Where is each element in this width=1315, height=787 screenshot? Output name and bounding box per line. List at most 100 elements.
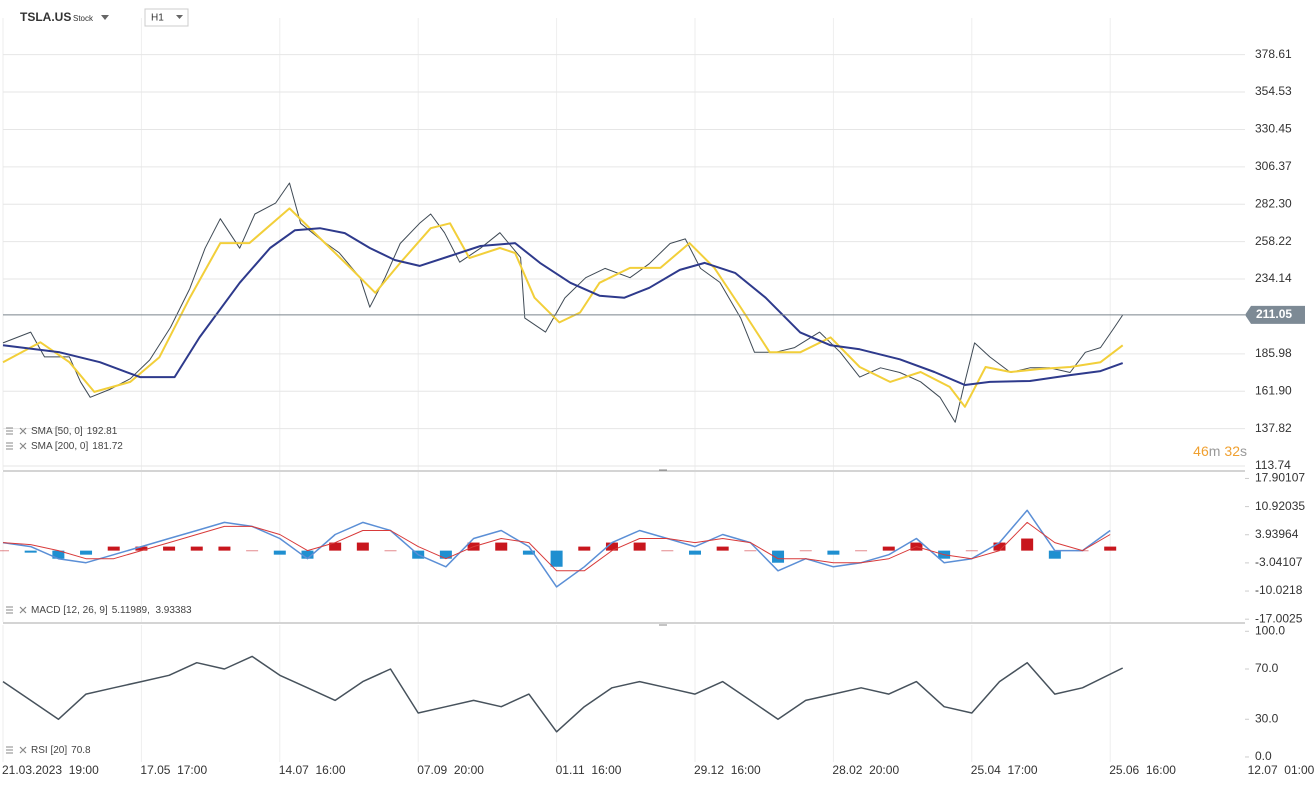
timer-part: 32 xyxy=(1224,443,1240,459)
histogram-bar xyxy=(80,550,93,555)
y-tick-label: 282.30 xyxy=(1255,196,1292,210)
legend-remove-icon xyxy=(19,746,27,754)
histogram-bar xyxy=(163,546,176,551)
histogram-bar xyxy=(965,550,978,552)
candle-timer: 46m 32s xyxy=(1193,443,1247,459)
y-tick-label: 17.90107 xyxy=(1255,471,1305,485)
interval[interactable]: H1 xyxy=(151,13,164,24)
histogram-bar xyxy=(329,542,342,551)
pane: 100.0 70.0 30.0 0.0 RSI [20] 70.8 xyxy=(2,623,1285,763)
legend-entry: MACD [12, 26, 9] 5.11989, 3.93383 xyxy=(31,605,192,616)
histogram-bar xyxy=(772,550,785,563)
y-tick-label: -17.0025 xyxy=(1255,611,1303,625)
histogram-bar xyxy=(882,546,895,551)
histogram-bar xyxy=(107,546,120,551)
x-tick-label: 29.12 16:00 xyxy=(694,763,761,777)
histogram-bar xyxy=(689,550,701,555)
price-badge-label: 211.05 xyxy=(1256,307,1292,321)
histogram-bar xyxy=(52,550,65,559)
histogram-bar xyxy=(827,550,840,555)
series-line xyxy=(2,207,1124,408)
price-badge xyxy=(1245,305,1305,324)
histogram-bar xyxy=(301,550,314,559)
histogram-bar xyxy=(993,542,1006,551)
legend-menu-icon xyxy=(6,442,13,450)
series-line xyxy=(2,227,1124,386)
legend-remove-icon xyxy=(19,606,27,614)
y-tick-label: 161.90 xyxy=(1255,383,1292,397)
y-tick-label: 10.92035 xyxy=(1255,499,1305,513)
legend-remove-icon xyxy=(19,427,27,435)
legend-entry: RSI [20] 70.8 xyxy=(31,745,91,756)
legend-name: MACD [12, 26, 9] xyxy=(31,605,108,616)
histogram-bar xyxy=(1021,538,1034,551)
series-line xyxy=(2,182,1124,423)
histogram-bar xyxy=(716,546,729,551)
histogram-bar xyxy=(439,550,452,559)
legend-menu-icon xyxy=(6,746,13,754)
interval-dropdown[interactable] xyxy=(176,15,183,19)
histogram-bar xyxy=(1104,546,1117,551)
instrument-kind: Stock xyxy=(73,14,94,23)
y-tick-label: 354.53 xyxy=(1255,84,1292,98)
symbol-dropdown[interactable] xyxy=(101,15,109,20)
y-tick-label: 234.14 xyxy=(1255,271,1292,285)
legend-menu-icon xyxy=(6,427,13,435)
histogram-bar xyxy=(190,546,203,551)
histogram-bar xyxy=(605,542,618,551)
histogram-bar xyxy=(855,550,868,552)
legend-remove-icon xyxy=(19,442,27,450)
legend-entry: SMA [200, 0] 181.72 xyxy=(31,441,123,452)
x-tick-label: 12.07 01:00 xyxy=(1248,763,1315,777)
x-tick-label: 07.09 20:00 xyxy=(417,763,484,777)
legend-name: SMA [50, 0] xyxy=(31,426,83,437)
histogram-bar xyxy=(356,542,369,551)
legend-menu-icon xyxy=(6,606,13,614)
histogram-bar xyxy=(550,550,563,567)
y-tick-label: 3.93964 xyxy=(1255,527,1299,541)
histogram-bar xyxy=(1048,550,1061,559)
legend-value: 70.8 xyxy=(71,745,91,756)
pane: 17.90107 10.92035 3.93964 -3.04107 -10.0218 -… xyxy=(0,471,1305,625)
histogram-bar xyxy=(522,550,535,555)
histogram-bar xyxy=(218,546,231,551)
x-tick-label: 14.07 16:00 xyxy=(279,763,346,777)
legend-entry: SMA [50, 0] 192.81 xyxy=(31,426,118,437)
legend-name: RSI [20] xyxy=(31,745,67,756)
legend-value: 5.11989, 3.93383 xyxy=(112,605,192,616)
histogram-bar xyxy=(744,550,757,552)
y-tick-label: 378.61 xyxy=(1255,47,1292,61)
histogram-bar xyxy=(495,542,508,551)
histogram-bar xyxy=(578,546,591,551)
timer-part: s xyxy=(1240,443,1247,459)
y-tick-label: 185.98 xyxy=(1255,346,1292,360)
x-tick-label: 21.03.2023 19:00 xyxy=(2,763,99,777)
y-tick-label: 0.0 xyxy=(1255,749,1272,763)
timer-part: 46 xyxy=(1193,443,1209,459)
timer-part: m xyxy=(1209,443,1221,459)
histogram-bar xyxy=(633,542,646,551)
symbol[interactable]: TSLA.US xyxy=(20,10,71,24)
x-tick-label: 01.11 16:00 xyxy=(556,763,622,777)
histogram-bar xyxy=(24,550,37,553)
y-tick-label: 30.0 xyxy=(1255,711,1279,725)
y-tick-label: 70.0 xyxy=(1255,661,1279,675)
interval-box[interactable] xyxy=(144,8,189,27)
histogram-bar xyxy=(0,550,9,552)
series-line xyxy=(2,655,1124,733)
y-tick-label: 306.37 xyxy=(1255,159,1292,173)
histogram-bar xyxy=(799,550,812,552)
x-tick-label: 17.05 17:00 xyxy=(140,763,207,777)
pane: 378.61 354.53 330.45 306.37 282.30 258.22 234.… xyxy=(2,18,1305,472)
legend-value: 181.72 xyxy=(92,441,123,452)
histogram-bar xyxy=(135,546,148,551)
legend-name: SMA [200, 0] xyxy=(31,441,88,452)
y-tick-label: 100.0 xyxy=(1255,623,1285,637)
series-line xyxy=(2,521,1111,572)
y-tick-label: 137.82 xyxy=(1255,421,1292,435)
x-tick-label: 25.06 16:00 xyxy=(1109,763,1176,777)
histogram-bar xyxy=(384,550,397,552)
histogram-bar xyxy=(273,550,286,555)
y-tick-label: -3.04107 xyxy=(1255,555,1303,569)
